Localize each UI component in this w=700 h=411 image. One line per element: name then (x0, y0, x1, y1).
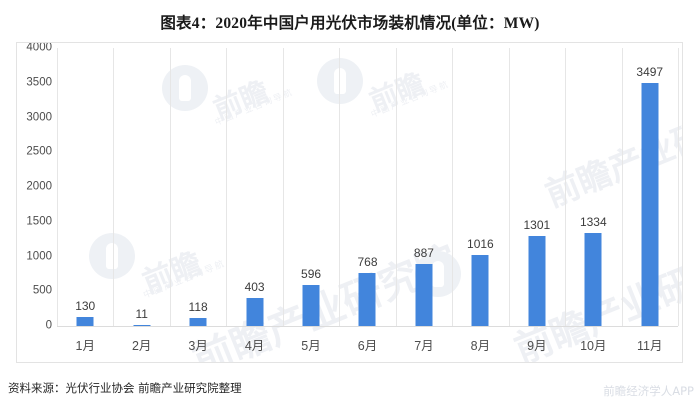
gridline-vertical (508, 48, 510, 326)
bar[interactable] (528, 235, 546, 326)
bar[interactable] (584, 233, 602, 326)
gridline-vertical (57, 48, 58, 326)
y-axis-tick-label: 2000 (26, 180, 52, 193)
x-axis-tick-label: 9月 (527, 339, 547, 353)
y-axis-tick-label: 3500 (26, 76, 52, 88)
bar-group: 130 (57, 48, 113, 326)
y-axis-tick-label: 1500 (26, 215, 52, 227)
bar[interactable] (189, 317, 207, 326)
bar-group: 118 (170, 48, 226, 326)
gridline-vertical (452, 48, 454, 326)
x-axis-tick-label: 10月 (580, 339, 607, 353)
gridline-vertical (565, 48, 567, 326)
bar-group: 768 (339, 48, 395, 326)
bar-group: 887 (396, 48, 452, 326)
x-axis-tick-label: 5月 (301, 339, 321, 353)
bar[interactable] (358, 272, 376, 326)
x-axis-tick-label: 8月 (470, 339, 491, 353)
x-axis-tick-label: 11月 (637, 339, 663, 353)
y-axis: 0 500 1000 1500 2000 2500 3000 3500 4000 (17, 43, 57, 331)
bar-group: 11 (113, 48, 169, 326)
gridline-vertical (678, 48, 679, 326)
chart-container: 前瞻 中国产业咨询导航 前瞻 中国产业咨询导航 前瞻 中国产业咨询导航 前瞻产业… (16, 42, 683, 363)
bar[interactable] (302, 284, 320, 326)
page-title: 图表4：2020年中国户用光伏市场装机情况(单位：MW) (160, 15, 540, 32)
bar-value-label: 403 (244, 280, 265, 294)
y-axis-tick-label: 4000 (26, 42, 52, 54)
bar[interactable] (133, 324, 151, 326)
bar-series: 130 11 118 403 596 768 887 1016 1301 1334 3497 (57, 48, 678, 326)
y-axis-tick-label: 0 (45, 319, 52, 332)
bar[interactable] (76, 316, 94, 326)
bar-value-label: 118 (188, 299, 208, 314)
bar-value-label: 1016 (467, 237, 494, 252)
y-axis-tick-label: 1000 (26, 249, 52, 262)
bar-group: 403 (226, 48, 282, 326)
app-watermark: 前瞻经济学人APP (603, 384, 694, 398)
gridline-vertical (339, 48, 341, 326)
x-axis-tick-label: 7月 (414, 339, 434, 353)
bar-group: 1016 (452, 48, 508, 326)
bar-group: 3497 (622, 48, 678, 326)
bar-value-label: 130 (75, 298, 96, 313)
bar-group: 1334 (565, 48, 621, 326)
bar-value-label: 11 (135, 306, 148, 321)
bar[interactable] (246, 298, 264, 326)
bar[interactable] (415, 264, 433, 326)
bar-value-label: 1334 (579, 215, 607, 230)
bar-value-label: 3497 (636, 64, 664, 79)
gridline-vertical (282, 48, 284, 326)
gridline-vertical (113, 48, 115, 326)
bar-value-label: 1301 (523, 217, 551, 232)
gridline-vertical (169, 48, 171, 326)
y-axis-tick-label: 3000 (26, 110, 52, 123)
bar-value-label: 887 (413, 246, 434, 261)
gridline-vertical (621, 48, 623, 326)
bar-value-label: 768 (357, 254, 378, 269)
source-note: 资料来源：光伏行业协会 前瞻产业研究院整理 (8, 381, 242, 395)
axis-baseline (57, 326, 678, 327)
x-axis: 1月 2月 3月 4月 5月 6月 7月 8月 9月 10月 11月 (57, 331, 678, 357)
bar-value-label: 596 (301, 266, 322, 281)
y-axis-tick-label: 500 (32, 284, 52, 297)
gridline-vertical (226, 48, 228, 326)
x-axis-tick-label: 2月 (131, 339, 152, 353)
x-axis-tick-label: 4月 (244, 339, 265, 353)
bar-group: 1301 (509, 48, 565, 326)
x-axis-tick-label: 3月 (188, 339, 208, 353)
bar[interactable] (641, 82, 659, 326)
x-axis-tick-label: 1月 (75, 339, 95, 353)
x-axis-tick-label: 6月 (357, 339, 378, 353)
bar[interactable] (471, 255, 489, 326)
bar-group: 596 (283, 48, 339, 326)
y-axis-tick-label: 2500 (26, 145, 52, 158)
gridline-vertical (395, 48, 397, 326)
